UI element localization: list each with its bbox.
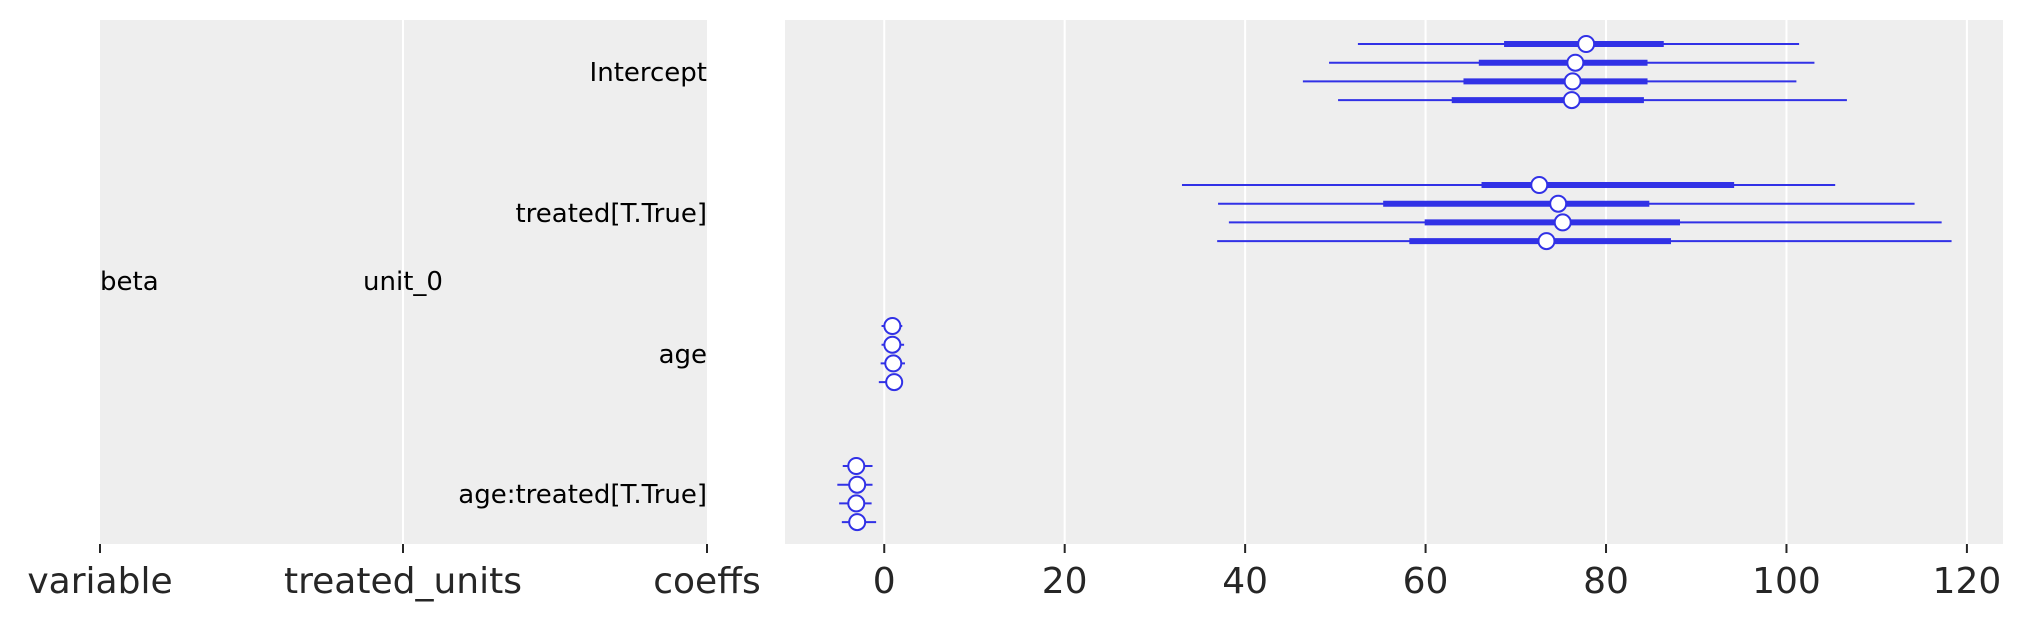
mean-point (1537, 232, 1556, 251)
x-tick-label: 120 (1933, 561, 2002, 602)
unit-label: unit_0 (363, 267, 443, 297)
mean-point (1563, 72, 1582, 91)
x-tick-label: 40 (1222, 561, 1268, 602)
mean-point (1549, 194, 1568, 213)
mean-point (847, 494, 866, 513)
mean-point (1530, 176, 1549, 194)
mean-point (848, 513, 867, 532)
mean-point (883, 317, 902, 335)
label-column-name: variable (27, 561, 172, 602)
group-label: treated[T.True] (515, 199, 707, 229)
mean-point (1562, 91, 1581, 110)
mean-point (885, 373, 904, 392)
x-tick-label: 20 (1042, 561, 1088, 602)
group-label: age (659, 340, 707, 370)
label-column-name: treated_units (284, 561, 522, 602)
label-column-name: coeffs (653, 561, 761, 602)
x-tick-label: 60 (1403, 561, 1449, 602)
x-tick-label: 0 (873, 561, 896, 602)
mean-point (1577, 35, 1596, 53)
mean-point (1553, 213, 1572, 232)
group-label: age:treated[T.True] (458, 480, 707, 510)
mean-point (884, 354, 903, 373)
mean-point (847, 457, 866, 475)
plot-panel (785, 20, 2003, 544)
x-tick-label: 100 (1752, 561, 1821, 602)
mean-point (883, 335, 902, 354)
variable-label: beta (100, 267, 159, 297)
mean-point (1566, 53, 1585, 72)
mean-point (848, 475, 867, 494)
x-tick-label: 80 (1583, 561, 1629, 602)
group-label: Intercept (590, 58, 707, 88)
